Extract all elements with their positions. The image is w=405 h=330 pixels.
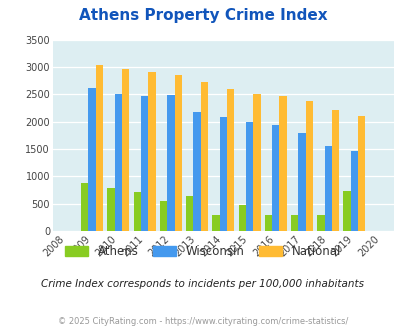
- Bar: [226, 89, 234, 231]
- Bar: [148, 72, 155, 231]
- Bar: [245, 122, 253, 231]
- Bar: [279, 96, 286, 231]
- Bar: [160, 201, 167, 231]
- Bar: [107, 188, 114, 231]
- Bar: [185, 196, 193, 231]
- Bar: [212, 215, 219, 231]
- Bar: [350, 150, 357, 231]
- Text: © 2025 CityRating.com - https://www.cityrating.com/crime-statistics/: © 2025 CityRating.com - https://www.city…: [58, 317, 347, 326]
- Bar: [253, 94, 260, 231]
- Bar: [88, 88, 96, 231]
- Bar: [298, 133, 305, 231]
- Bar: [141, 96, 148, 231]
- Bar: [264, 215, 271, 231]
- Bar: [167, 95, 174, 231]
- Bar: [200, 82, 208, 231]
- Bar: [133, 192, 141, 231]
- Bar: [331, 110, 339, 231]
- Bar: [122, 69, 129, 231]
- Bar: [343, 190, 350, 231]
- Bar: [357, 115, 364, 231]
- Bar: [305, 101, 312, 231]
- Text: Crime Index corresponds to incidents per 100,000 inhabitants: Crime Index corresponds to incidents per…: [41, 279, 364, 289]
- Bar: [238, 205, 245, 231]
- Bar: [193, 112, 200, 231]
- Bar: [219, 117, 226, 231]
- Bar: [316, 215, 324, 231]
- Bar: [81, 183, 88, 231]
- Bar: [96, 65, 103, 231]
- Bar: [114, 94, 122, 231]
- Bar: [324, 146, 331, 231]
- Bar: [174, 75, 181, 231]
- Legend: Athens, Wisconsin, National: Athens, Wisconsin, National: [64, 245, 341, 258]
- Bar: [290, 215, 298, 231]
- Bar: [271, 125, 279, 231]
- Text: Athens Property Crime Index: Athens Property Crime Index: [79, 8, 326, 23]
